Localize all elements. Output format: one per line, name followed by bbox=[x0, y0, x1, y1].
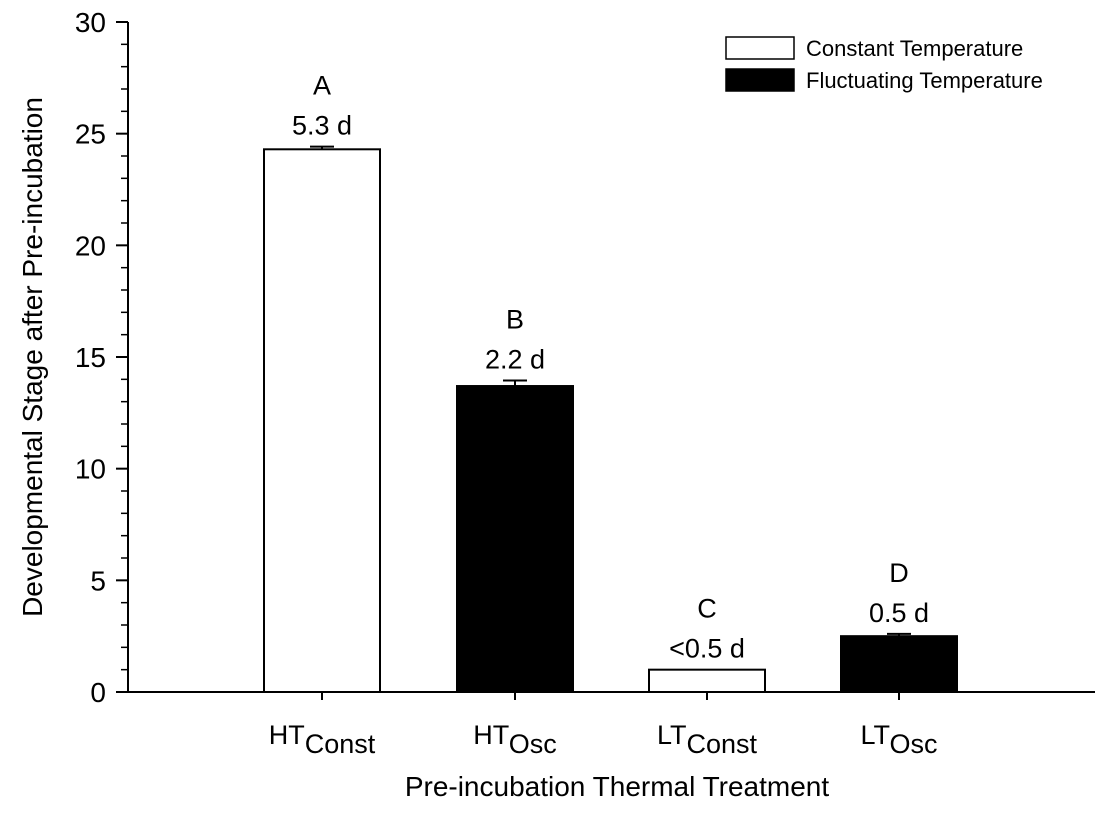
y-tick-label: 20 bbox=[75, 230, 106, 261]
significance-letter: D bbox=[889, 558, 909, 588]
y-tick-label: 0 bbox=[90, 677, 106, 708]
bar-days-label: 5.3 d bbox=[292, 111, 352, 141]
x-tick-label-main: LT bbox=[860, 720, 889, 750]
significance-letter: A bbox=[313, 71, 331, 101]
x-axis-title: Pre-incubation Thermal Treatment bbox=[405, 771, 830, 802]
significance-letter: B bbox=[506, 304, 524, 334]
x-tick-label-subscript: Osc bbox=[890, 729, 938, 759]
y-tick-label: 5 bbox=[90, 565, 106, 596]
bar-days-label: <0.5 d bbox=[669, 634, 745, 664]
x-tick-label: HTConst bbox=[269, 720, 376, 759]
y-tick-label: 10 bbox=[75, 454, 106, 485]
legend-swatch bbox=[725, 68, 795, 92]
x-tick-label-subscript: Const bbox=[686, 729, 757, 759]
x-tick-label-main: HT bbox=[269, 720, 305, 750]
bar bbox=[648, 668, 766, 694]
legend-label: Constant Temperature bbox=[806, 36, 1023, 61]
bar bbox=[840, 635, 958, 694]
bar bbox=[456, 385, 574, 693]
legend-label: Fluctuating Temperature bbox=[806, 68, 1043, 93]
bar bbox=[263, 148, 381, 694]
bar-days-label: 2.2 d bbox=[485, 344, 545, 374]
x-tick-label-subscript: Osc bbox=[509, 729, 557, 759]
x-tick-label: LTConst bbox=[657, 720, 758, 759]
x-tick-label-subscript: Const bbox=[305, 729, 376, 759]
bar-days-label: 0.5 d bbox=[869, 598, 929, 628]
x-tick-label-main: HT bbox=[473, 720, 509, 750]
legend-swatch bbox=[725, 36, 795, 60]
x-tick-label-main: LT bbox=[657, 720, 687, 750]
x-tick-label: LTOsc bbox=[860, 720, 937, 759]
y-tick-label: 15 bbox=[75, 342, 106, 373]
x-tick-label: HTOsc bbox=[473, 720, 557, 759]
y-tick-label: 30 bbox=[75, 7, 106, 38]
y-axis-title: Developmental Stage after Pre-incubation bbox=[17, 97, 48, 617]
y-tick-label: 25 bbox=[75, 119, 106, 150]
significance-letter: C bbox=[697, 594, 717, 624]
